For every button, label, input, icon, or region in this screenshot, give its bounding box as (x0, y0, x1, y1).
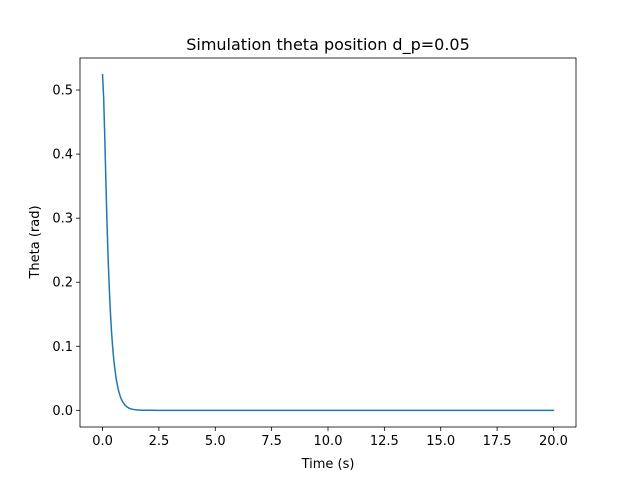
y-tick-label: 0.0 (52, 404, 73, 419)
chart-title: Simulation theta position d_p=0.05 (186, 35, 470, 55)
y-tick-label: 0.4 (52, 148, 73, 163)
plot-area (80, 58, 576, 427)
x-tick-label: 0.0 (92, 434, 113, 449)
y-axis-label: Theta (rad) (28, 205, 43, 279)
x-tick-label: 20.0 (539, 434, 568, 449)
x-tick-label: 15.0 (426, 434, 455, 449)
x-tick-label: 10.0 (314, 434, 343, 449)
y-tick-label: 0.1 (52, 340, 73, 355)
x-tick-label: 17.5 (483, 434, 512, 449)
y-tick-label: 0.2 (52, 276, 73, 291)
series-line (101, 73, 555, 412)
x-axis-label: Time (s) (301, 457, 355, 472)
x-axis-ticks: 0.0 2.5 5.0 7.5 10.0 12.5 15.0 17.5 20.0 (92, 427, 568, 449)
x-tick-label: 2.5 (149, 434, 170, 449)
y-tick-label: 0.5 (52, 84, 73, 99)
y-axis-ticks: 0.0 0.1 0.2 0.3 0.4 0.5 (52, 84, 80, 419)
y-tick-label: 0.3 (52, 212, 73, 227)
plot-frame (79, 57, 577, 428)
x-tick-label: 7.5 (261, 434, 282, 449)
x-tick-label: 12.5 (370, 434, 399, 449)
x-tick-label: 5.0 (205, 434, 226, 449)
